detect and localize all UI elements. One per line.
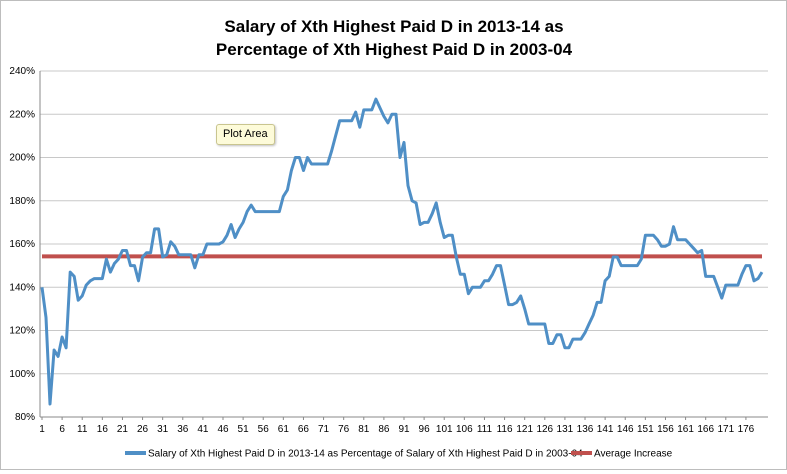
x-tick-label: 111	[477, 424, 493, 435]
x-tick-label: 41	[197, 424, 209, 435]
axes	[39, 71, 768, 420]
plot-area-tooltip: Plot Area	[216, 124, 275, 145]
x-axis-tick-labels: 1 6 11 16 21 26 31 36 41 46 51 56 61 66 71 76 81 86 91 96 10…	[39, 424, 754, 435]
x-tick-label: 161	[677, 424, 694, 435]
x-tick-label: 56	[258, 424, 270, 435]
y-tick-label: 200%	[9, 153, 35, 164]
y-axis-tick-labels: 80% 100% 120% 140% 160% 180% 200% 220% 240%	[9, 66, 35, 423]
x-tick-label: 96	[419, 424, 431, 435]
y-tick-label: 180%	[9, 196, 35, 207]
x-tick-label: 101	[436, 424, 453, 435]
gridlines	[40, 70, 768, 375]
legend-label-average-increase: Average Increase	[594, 449, 673, 460]
y-tick-label: 100%	[9, 369, 35, 380]
x-tick-label: 16	[97, 424, 109, 435]
salary-percentage-line	[40, 97, 764, 406]
x-tick-label: 106	[456, 424, 473, 435]
x-tick-label: 6	[59, 424, 65, 435]
x-tick-label: 71	[318, 424, 330, 435]
x-tick-label: 116	[497, 424, 513, 435]
x-tick-label: 166	[697, 424, 714, 435]
chart-title-line-2: Percentage of Xth Highest Paid D in 2003…	[216, 40, 573, 59]
x-tick-label: 141	[597, 424, 614, 435]
series-lines	[40, 97, 764, 406]
y-tick-label: 120%	[9, 326, 35, 337]
x-tick-label: 151	[637, 424, 654, 435]
x-tick-label: 36	[177, 424, 189, 435]
y-tick-label: 240%	[9, 66, 35, 77]
x-tick-label: 46	[217, 424, 229, 435]
x-tick-label: 1	[39, 424, 45, 435]
x-tick-label: 51	[238, 424, 250, 435]
x-tick-label: 131	[557, 424, 574, 435]
x-tick-label: 26	[137, 424, 149, 435]
x-tick-label: 91	[398, 424, 410, 435]
y-tick-label: 80%	[15, 412, 35, 423]
y-tick-label: 220%	[9, 109, 35, 120]
y-tick-label: 140%	[9, 282, 35, 293]
x-tick-label: 171	[717, 424, 734, 435]
x-tick-label: 76	[338, 424, 350, 435]
x-tick-label: 11	[77, 424, 88, 435]
x-tick-label: 86	[378, 424, 390, 435]
x-tick-label: 176	[738, 424, 755, 435]
x-tick-label: 136	[577, 424, 594, 435]
x-tick-label: 81	[358, 424, 370, 435]
chart-title-line-1: Salary of Xth Highest Paid D in 2013-14 …	[224, 17, 563, 36]
legend: Salary of Xth Highest Paid D in 2013-14 …	[125, 449, 673, 460]
x-tick-label: 66	[298, 424, 310, 435]
x-tick-label: 156	[657, 424, 674, 435]
x-tick-label: 31	[157, 424, 169, 435]
x-tick-label: 21	[117, 424, 129, 435]
y-tick-label: 160%	[9, 239, 35, 250]
x-tick-label: 61	[278, 424, 290, 435]
x-tick-label: 121	[516, 424, 533, 435]
x-tick-label: 126	[536, 424, 553, 435]
legend-label-salary-series: Salary of Xth Highest Paid D in 2013-14 …	[148, 449, 583, 460]
x-tick-label: 146	[617, 424, 634, 435]
